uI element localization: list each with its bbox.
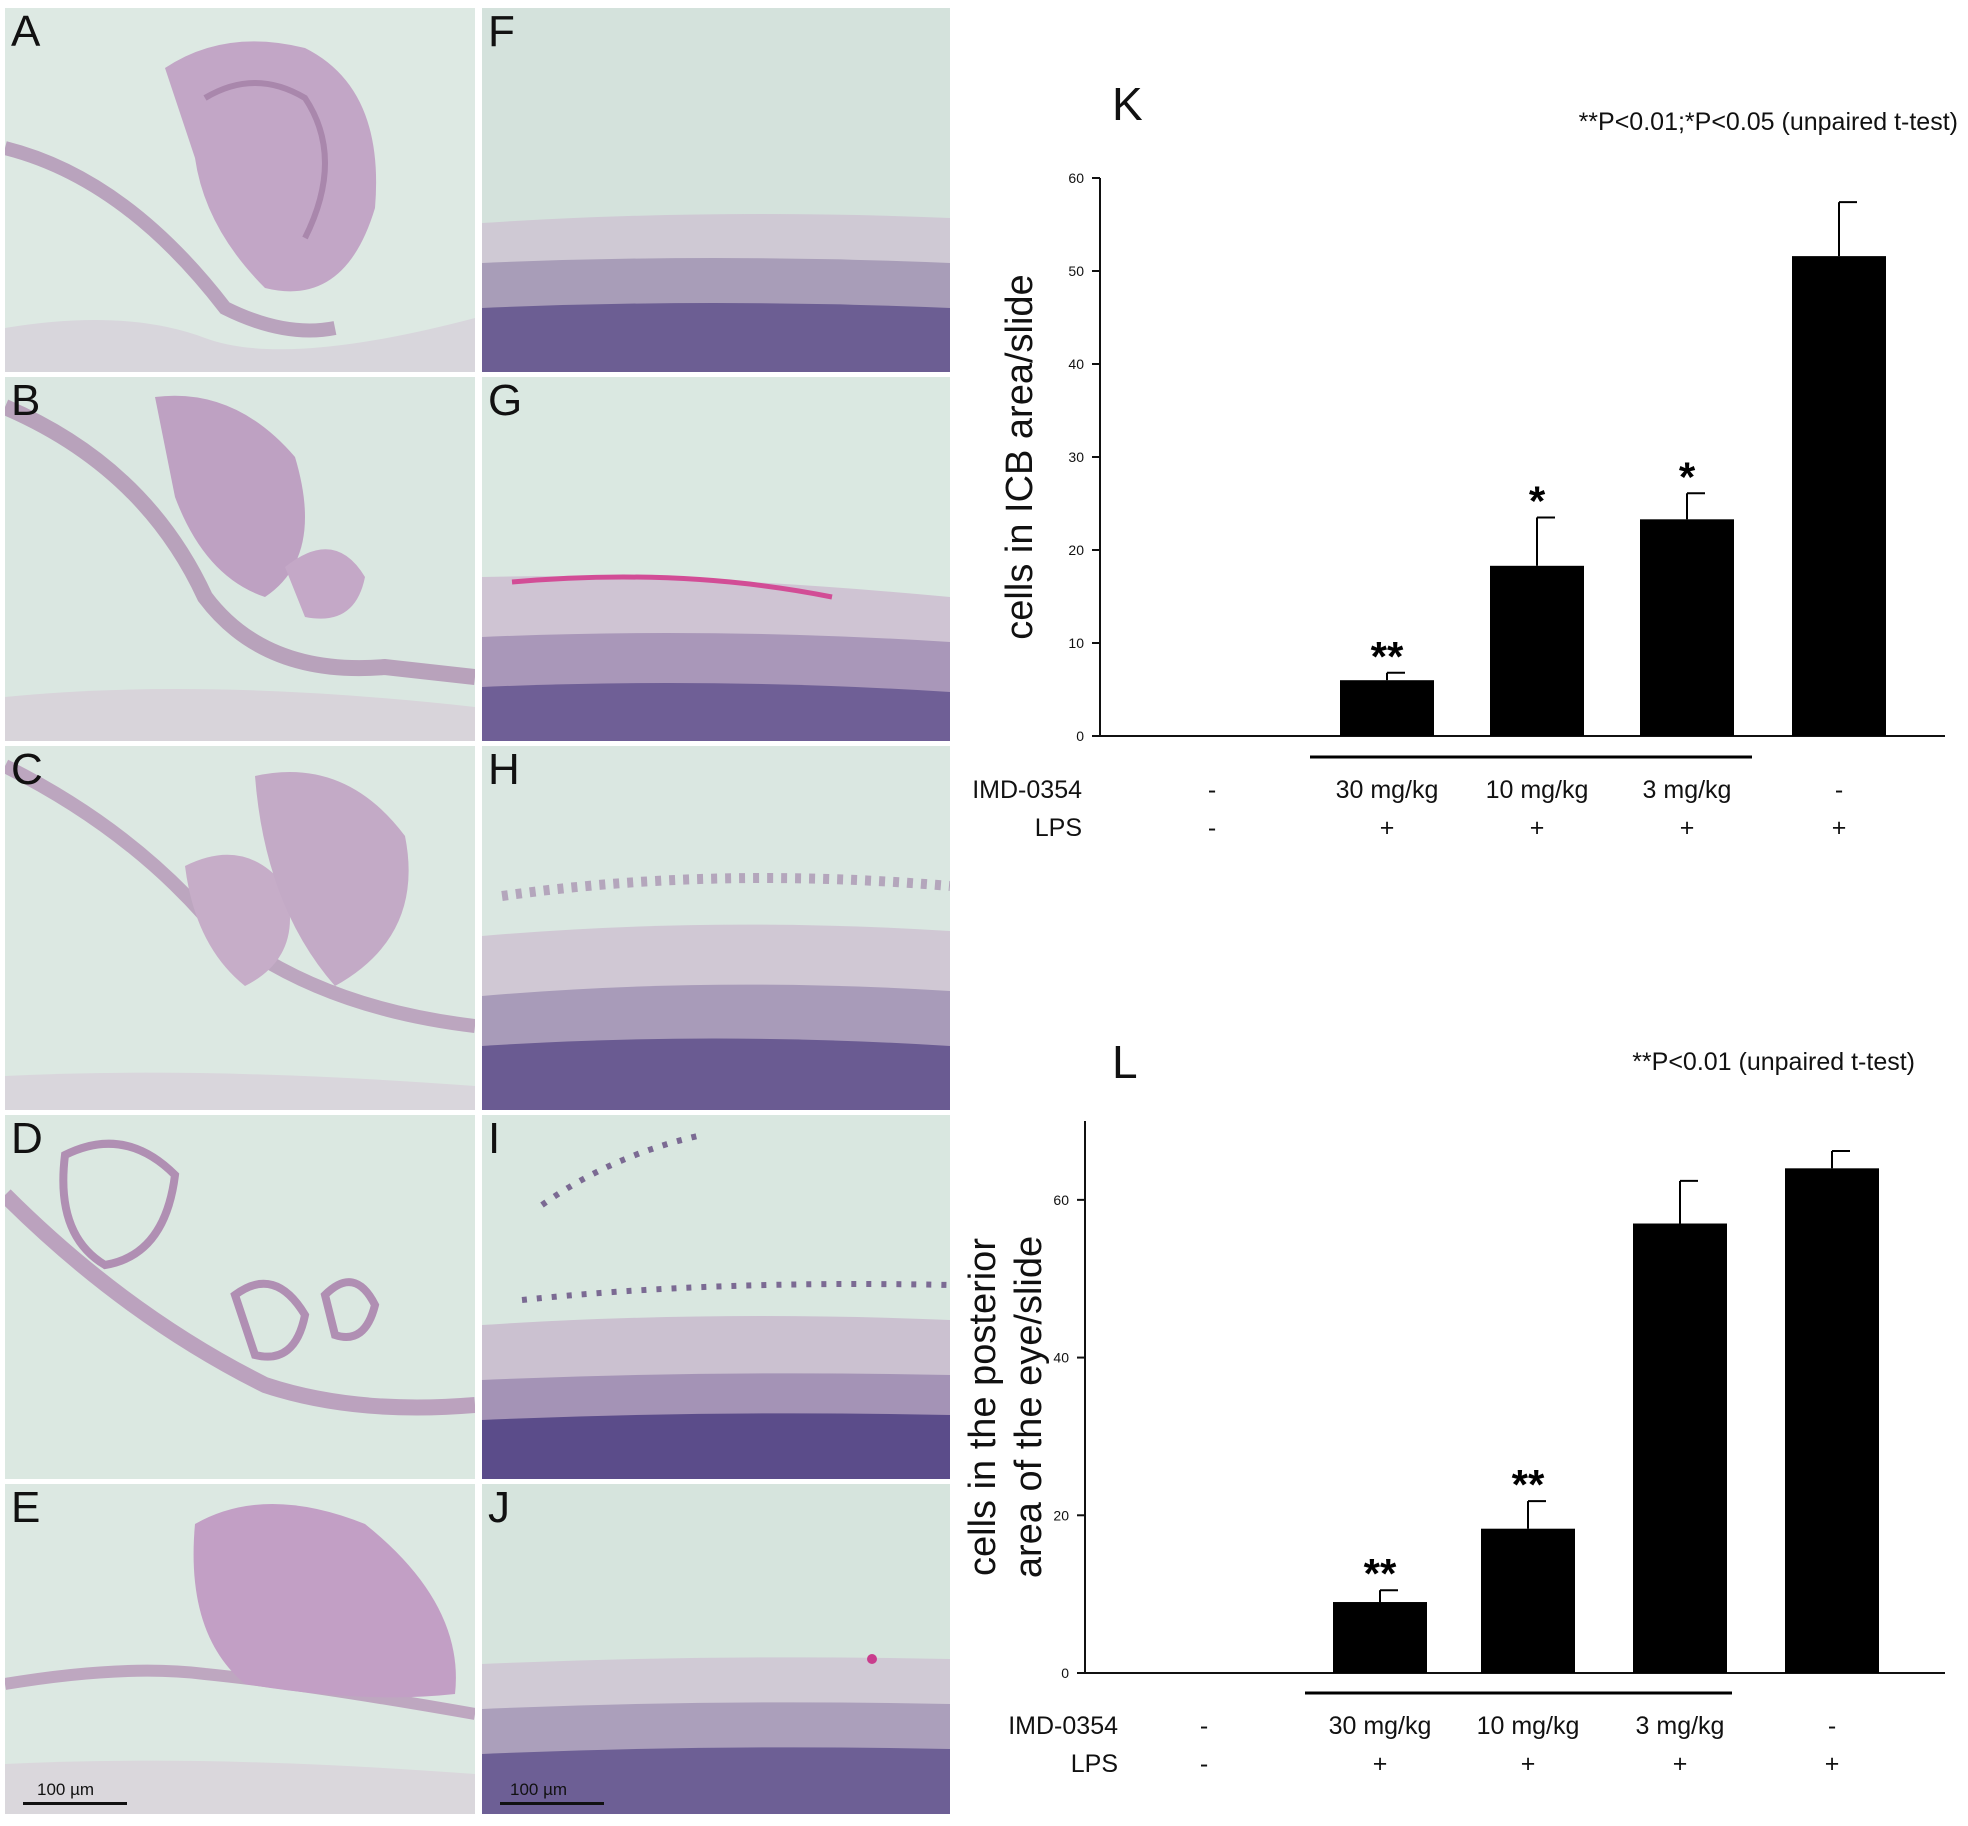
lps-label: +: [1380, 814, 1395, 842]
panel-letter: J: [488, 1484, 510, 1532]
significance-note: **P<0.01 (unpaired t-test): [1632, 1048, 1915, 1076]
imd-dose-label: -: [1828, 1712, 1836, 1740]
imd-dose-label: 3 mg/kg: [1636, 1712, 1725, 1740]
micrograph-image: [482, 1484, 950, 1814]
y-tick-label: 0: [1061, 1665, 1069, 1681]
scale-bar: [23, 1802, 127, 1805]
significance-mark: **: [1371, 633, 1404, 680]
lps-label: +: [1673, 1750, 1688, 1778]
imd-dose-label: 30 mg/kg: [1329, 1712, 1432, 1740]
bar: [1490, 565, 1584, 736]
lps-label: +: [1373, 1750, 1388, 1778]
imd-dose-label: -: [1200, 1712, 1208, 1740]
scale-bar-label: 100 µm: [37, 1780, 95, 1799]
micrograph-image: [5, 377, 475, 741]
panel-letter: H: [488, 746, 520, 794]
lps-label: -: [1208, 814, 1216, 842]
panel-letter: G: [488, 377, 523, 425]
row-label-lps: LPS: [1035, 814, 1082, 842]
significance-mark: **: [1364, 1550, 1397, 1597]
lps-label: +: [1530, 814, 1545, 842]
micrograph-image: [482, 746, 950, 1110]
micrograph-image: [5, 8, 475, 372]
panel-letter: A: [11, 8, 41, 56]
panel-letter: F: [488, 8, 515, 56]
chart-panel-label: K: [1112, 78, 1143, 130]
bar: [1785, 1168, 1879, 1673]
panel-letter: C: [11, 746, 43, 794]
y-tick-label: 20: [1053, 1507, 1069, 1523]
imd-dose-label: -: [1835, 776, 1843, 804]
micrograph-panel-b: B: [5, 377, 475, 741]
imd-dose-label: -: [1208, 776, 1216, 804]
y-tick-label: 10: [1068, 635, 1084, 651]
bar: [1640, 519, 1734, 736]
micrograph-image: [482, 1115, 950, 1479]
bar: [1340, 680, 1434, 736]
row-label-imd: IMD-0354: [1008, 1712, 1118, 1740]
bar: [1633, 1223, 1727, 1673]
y-tick-label: 60: [1053, 1192, 1069, 1208]
significance-mark: **: [1512, 1461, 1545, 1508]
imd-dose-label: 10 mg/kg: [1477, 1712, 1580, 1740]
lps-label: +: [1680, 814, 1695, 842]
y-tick-label: 0: [1076, 728, 1084, 744]
y-axis-label: area of the eye/slide: [1008, 1236, 1050, 1578]
y-axis-label: cells in ICB area/slide: [999, 274, 1041, 639]
panel-letter: E: [11, 1484, 41, 1532]
micrograph-panel-j: J 100 µm: [482, 1484, 950, 1814]
micrograph-panel-c: C: [5, 746, 475, 1110]
y-tick-label: 20: [1068, 542, 1084, 558]
micrograph-image: [482, 8, 950, 372]
imd-dose-label: 30 mg/kg: [1336, 776, 1439, 804]
panel-letter: I: [488, 1115, 501, 1163]
row-label-imd: IMD-0354: [972, 776, 1082, 804]
lps-label: +: [1521, 1750, 1536, 1778]
micrograph-image: [5, 1115, 475, 1479]
micrograph-image: [5, 1484, 475, 1814]
panel-letter: D: [11, 1115, 43, 1163]
lps-label: -: [1200, 1750, 1208, 1778]
y-tick-label: 50: [1068, 263, 1084, 279]
chart-panel-label: L: [1112, 1036, 1138, 1088]
bar: [1792, 256, 1886, 736]
micrograph-panel-a: A: [5, 8, 475, 372]
scale-bar: [500, 1802, 604, 1805]
panel-letter: B: [11, 377, 41, 425]
bar: [1481, 1528, 1575, 1673]
row-label-lps: LPS: [1071, 1750, 1118, 1778]
significance-note: **P<0.01;*P<0.05 (unpaired t-test): [1579, 108, 1958, 136]
lps-label: +: [1832, 814, 1847, 842]
micrograph-image: [5, 746, 475, 1110]
imd-dose-label: 3 mg/kg: [1643, 776, 1732, 804]
y-axis-label: cells in the posterior: [962, 1238, 1004, 1576]
y-tick-label: 40: [1053, 1350, 1069, 1366]
scale-bar-label: 100 µm: [510, 1780, 568, 1799]
significance-mark: *: [1679, 453, 1696, 500]
micrograph-panel-e: E 100 µm: [5, 1484, 475, 1814]
micrograph-image: [482, 377, 950, 741]
micrograph-panel-f: F: [482, 8, 950, 372]
micrograph-panel-g: G: [482, 377, 950, 741]
bar: [1333, 1602, 1427, 1673]
y-tick-label: 40: [1068, 356, 1084, 372]
micrograph-panel-d: D: [5, 1115, 475, 1479]
lps-label: +: [1825, 1750, 1840, 1778]
y-tick-label: 60: [1068, 170, 1084, 186]
significance-mark: *: [1529, 477, 1546, 524]
y-tick-label: 30: [1068, 449, 1084, 465]
imd-dose-label: 10 mg/kg: [1486, 776, 1589, 804]
micrograph-panel-h: H: [482, 746, 950, 1110]
micrograph-panel-i: I: [482, 1115, 950, 1479]
